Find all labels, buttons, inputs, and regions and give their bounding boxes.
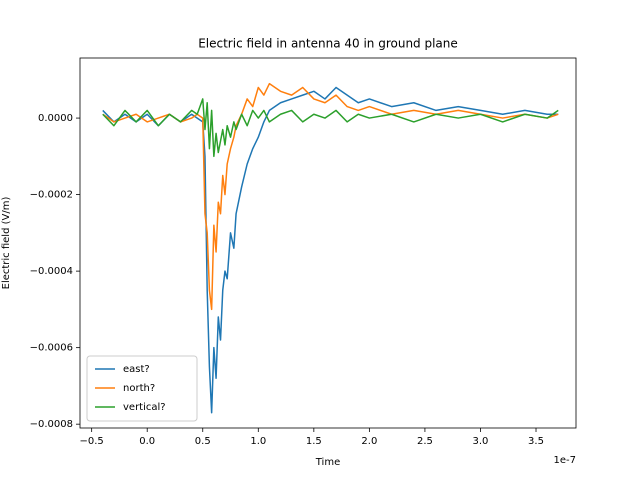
legend: east? north? vertical? [86, 355, 198, 422]
y-tick-label: −0.0006 [30, 343, 73, 354]
x-axis-label: Time [315, 457, 340, 468]
y-axis-label: Electric field (V/m) [1, 197, 12, 290]
x-tick-label: 2.5 [417, 436, 433, 447]
y-tick-label: −0.0008 [30, 419, 73, 430]
plot-lines [102, 82, 559, 414]
x-offset-label: 1e-7 [554, 455, 577, 466]
series-line [102, 86, 559, 414]
x-tick-label: −0.5 [80, 436, 104, 447]
chart-title: Electric field in antenna 40 in ground p… [198, 37, 458, 51]
legend-box [86, 355, 198, 422]
x-tick-label: 1.0 [250, 436, 266, 447]
x-tick-label: 3.5 [528, 436, 544, 447]
x-tick-label: 0.0 [139, 436, 155, 447]
y-tick-label: −0.0002 [30, 190, 73, 201]
x-tick-label: 2.0 [361, 436, 377, 447]
y-tick-label: −0.0004 [30, 266, 73, 277]
axes-frame [79, 57, 577, 429]
legend-label: vertical? [123, 402, 166, 413]
x-tick-label: 1.5 [306, 436, 322, 447]
legend-label: north? [123, 383, 155, 394]
y-tick-label: 0.0000 [38, 113, 73, 124]
x-tick-label: 3.0 [473, 436, 489, 447]
x-tick-label: 0.5 [195, 436, 211, 447]
series-line [102, 98, 559, 158]
legend-label: east? [123, 364, 150, 375]
